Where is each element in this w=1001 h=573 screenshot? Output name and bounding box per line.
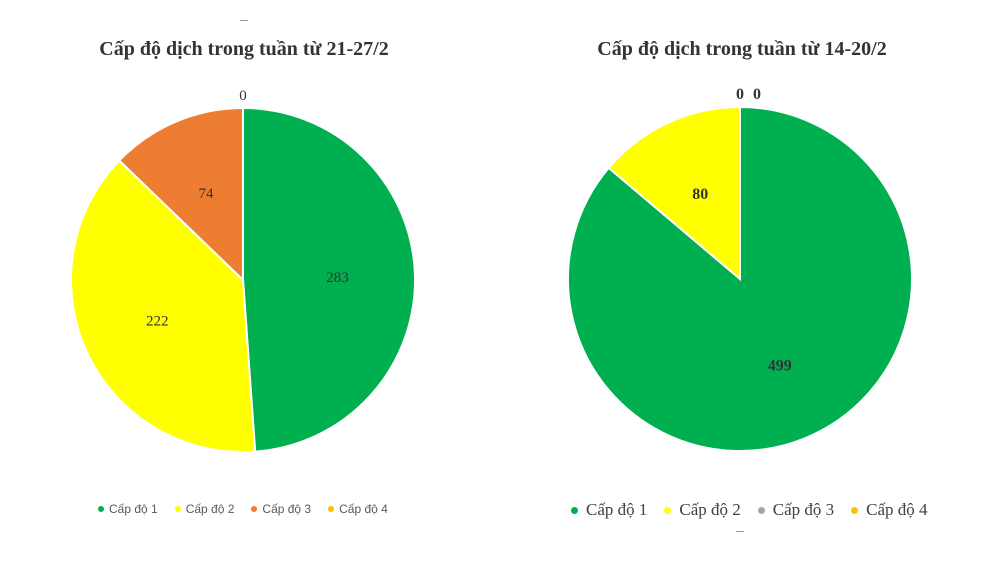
data-label-4: 0 [753, 86, 761, 103]
legend-label: Cấp độ 4 [339, 502, 388, 516]
legend-item-1: Cấp độ 1 [571, 500, 647, 520]
legend-swatch-icon [851, 506, 859, 514]
data-label-1: 283 [326, 270, 349, 286]
legend-label: Cấp độ 2 [679, 500, 741, 519]
bottom-dash-mark [736, 531, 744, 532]
data-label-3: 74 [199, 186, 215, 202]
legend-swatch-icon [98, 506, 104, 512]
legend-swatch-icon [571, 506, 578, 514]
data-label-2: 222 [146, 313, 169, 329]
data-label-3: 0 [736, 86, 744, 103]
chart-title-right: Cấp độ dịch trong tuần từ 14-20/2 [597, 38, 887, 60]
legend-right: Cấp độ 1 Cấp độ 2 Cấp độ 3 Cấp độ 4 [571, 500, 945, 520]
pie-slice-2 [607, 105, 741, 282]
legend-swatch-icon [251, 506, 258, 512]
legend-item-1: Cấp độ 1 [98, 502, 158, 516]
legend-label: Cấp độ 3 [772, 500, 835, 519]
legend-item-4: Cấp độ 4 [328, 502, 388, 516]
pie-slice-1 [242, 106, 416, 453]
legend-label: Cấp độ 4 [866, 500, 928, 519]
legend-swatch-icon [328, 506, 335, 512]
legend-label: Cấp độ 1 [586, 500, 648, 519]
legend-item-2: Cấp độ 2 [174, 502, 235, 516]
data-label-4: 0 [239, 88, 247, 104]
legend-item-3: Cấp độ 3 [251, 502, 311, 516]
legend-item-2: Cấp độ 2 [664, 500, 741, 520]
legend-item-4: Cấp độ 4 [851, 500, 928, 520]
legend-label: Cấp độ 2 [185, 502, 235, 516]
legend-label: Cấp độ 3 [262, 502, 312, 516]
legend-swatch-icon [757, 506, 765, 514]
data-label-2: 80 [692, 186, 708, 203]
legend-swatch-icon [664, 506, 672, 514]
legend-label: Cấp độ 1 [109, 502, 158, 516]
top-dash-mark [240, 20, 248, 21]
legend-swatch-icon [174, 506, 181, 512]
legend-left: Cấp độ 1 Cấp độ 2 Cấp độ 3 Cấp độ 4 [98, 502, 405, 516]
legend-item-3: Cấp độ 3 [757, 500, 835, 520]
chart-title-left: Cấp độ dịch trong tuần từ 21-27/2 [99, 38, 389, 60]
pie-slice-3 [117, 106, 244, 283]
data-label-1: 499 [768, 357, 792, 374]
pie-slice-2 [70, 159, 257, 453]
